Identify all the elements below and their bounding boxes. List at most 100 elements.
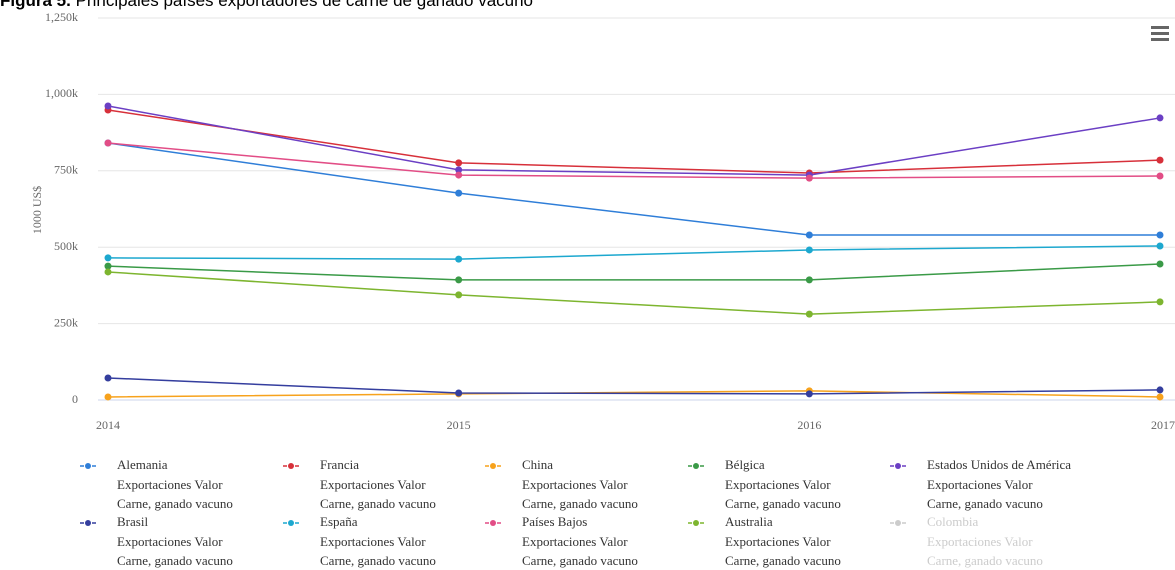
data-point: [1156, 393, 1164, 401]
data-point: [104, 374, 112, 382]
data-point: [1156, 156, 1164, 164]
data-point: [805, 390, 813, 398]
series: [104, 139, 1164, 239]
data-point: [455, 291, 463, 299]
series-line: [107, 109, 1161, 174]
data-point: [1156, 242, 1164, 250]
legend-description: Carne, ganado vacuno: [927, 496, 1043, 511]
legend-description: Carne, ganado vacuno: [117, 553, 233, 568]
legend-description: Exportaciones Valor: [522, 534, 628, 549]
legend-item[interactable]: Brasil Exportaciones Valor Carne, ganado v…: [80, 514, 233, 568]
legend-name: Francia: [320, 457, 359, 472]
data-point: [805, 231, 813, 239]
legend-description: Carne, ganado vacuno: [725, 496, 841, 511]
legend-marker: [490, 520, 496, 526]
legend-marker: [85, 520, 91, 526]
legend-item[interactable]: Colombia Exportaciones Valor Carne, ganado…: [890, 514, 1043, 568]
legend-name: Alemania: [117, 457, 168, 472]
legend-description: Exportaciones Valor: [320, 477, 426, 492]
data-point: [104, 262, 112, 270]
x-tick-label: 2016: [797, 418, 821, 432]
series-line: [107, 105, 1161, 176]
series-line: [107, 377, 1161, 395]
legend-description: Carne, ganado vacuno: [117, 496, 233, 511]
series-line: [107, 390, 1161, 398]
x-tick-label: 2015: [447, 418, 471, 432]
data-point: [805, 310, 813, 318]
data-point: [104, 393, 112, 401]
legend-item[interactable]: Alemania Exportaciones Valor Carne, ganado…: [80, 457, 233, 511]
data-point: [1156, 231, 1164, 239]
data-point: [104, 139, 112, 147]
y-tick-label: 0: [72, 392, 78, 406]
data-point: [1156, 260, 1164, 268]
legend-marker: [288, 520, 294, 526]
menu-button[interactable]: [1151, 26, 1169, 41]
legend-name: Brasil: [117, 514, 148, 529]
legend-description: Carne, ganado vacuno: [522, 553, 638, 568]
title-text: Principales países exportadores de carne…: [76, 0, 533, 10]
legend-description: Exportaciones Valor: [320, 534, 426, 549]
legend-name: China: [522, 457, 553, 472]
legend-marker: [693, 463, 699, 469]
x-tick-label: 2017: [1151, 418, 1175, 432]
data-point: [455, 166, 463, 174]
series-line: [107, 263, 1161, 281]
legend-name: Países Bajos: [522, 514, 587, 529]
legend-item[interactable]: Francia Exportaciones Valor Carne, ganado …: [283, 457, 436, 511]
legend-item[interactable]: Países Bajos Exportaciones Valor Carne, ga…: [485, 514, 638, 568]
legend-item[interactable]: Australia Exportaciones Valor Carne, ganad…: [688, 514, 841, 568]
legend-name: Colombia: [927, 514, 979, 529]
y-tick-label: 1,250k: [45, 10, 78, 24]
series: [104, 242, 1164, 263]
data-point: [455, 389, 463, 397]
legend-description: Carne, ganado vacuno: [927, 553, 1043, 568]
y-axis-label: 1000 US$: [30, 186, 44, 234]
data-point: [805, 246, 813, 254]
data-point: [104, 102, 112, 110]
legend-description: Carne, ganado vacuno: [320, 553, 436, 568]
legend-name: Australia: [725, 514, 773, 529]
data-point: [455, 159, 463, 167]
series-line: [107, 245, 1161, 260]
series-line: [107, 271, 1161, 315]
legend-marker: [895, 520, 901, 526]
legend-description: Exportaciones Valor: [725, 534, 831, 549]
legend-item[interactable]: Estados Unidos de América Exportaciones V…: [890, 457, 1071, 511]
menu-bar: [1151, 26, 1169, 29]
data-point: [1156, 172, 1164, 180]
series: [104, 139, 1164, 182]
data-point: [805, 276, 813, 284]
legend-marker: [490, 463, 496, 469]
menu-bar: [1151, 32, 1169, 35]
series-line: [107, 142, 1161, 179]
legend-description: Exportaciones Valor: [927, 477, 1033, 492]
y-tick-label: 250k: [54, 315, 78, 329]
legend-item[interactable]: Bélgica Exportaciones Valor Carne, ganado …: [688, 457, 841, 511]
legend-description: Carne, ganado vacuno: [320, 496, 436, 511]
legend-marker: [85, 463, 91, 469]
data-point: [1156, 114, 1164, 122]
legend-item[interactable]: China Exportaciones Valor Carne, ganado va…: [485, 457, 638, 511]
data-point: [455, 189, 463, 197]
legend-marker: [288, 463, 294, 469]
legend-description: Exportaciones Valor: [117, 477, 223, 492]
data-point: [1156, 298, 1164, 306]
series: [104, 260, 1164, 284]
series: [104, 374, 1164, 398]
legend-item[interactable]: España Exportaciones Valor Carne, ganado v…: [283, 514, 436, 568]
data-point: [1156, 386, 1164, 394]
data-point: [805, 174, 813, 182]
legend-name: España: [320, 514, 358, 529]
legend-description: Exportaciones Valor: [725, 477, 831, 492]
menu-bar: [1151, 38, 1169, 41]
x-tick-label: 2014: [96, 418, 120, 432]
legend-description: Exportaciones Valor: [927, 534, 1033, 549]
chart-title: Figura 5. Principales países exportadore…: [0, 0, 533, 10]
series-line: [107, 142, 1160, 236]
legend-name: Bélgica: [725, 457, 765, 472]
data-point: [104, 254, 112, 262]
